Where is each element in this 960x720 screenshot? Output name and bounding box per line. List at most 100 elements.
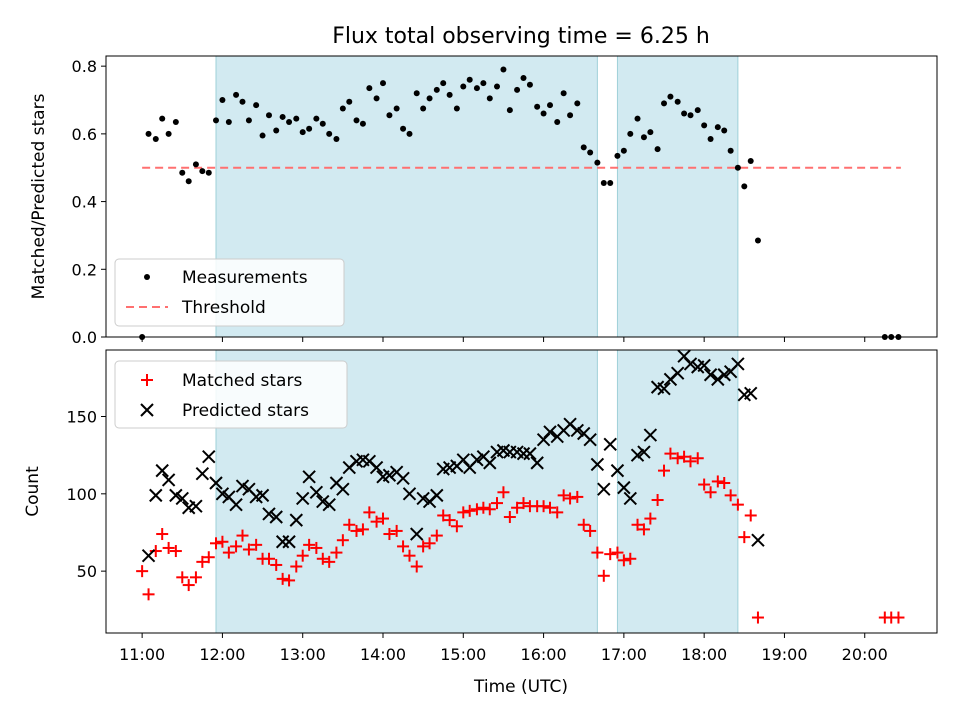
cross-stroke <box>744 386 758 401</box>
measurement-point <box>514 86 521 93</box>
measurement-point <box>727 147 734 154</box>
cross-stroke <box>302 470 316 484</box>
matched-star-point <box>718 476 731 489</box>
matched-star-point <box>430 529 443 542</box>
matched-star-point <box>463 504 476 517</box>
measurement-point <box>574 100 581 107</box>
matched-star-point <box>591 546 604 559</box>
matched-star-point <box>417 540 430 553</box>
cross-stroke <box>483 456 497 470</box>
cross-stroke <box>329 476 344 490</box>
predicted-star-point <box>296 491 310 506</box>
matched-star-point <box>403 549 416 562</box>
predicted-star-point <box>149 488 163 503</box>
predicted-star-point <box>282 535 296 549</box>
matched-star-point <box>356 523 369 536</box>
predicted-star-point <box>630 448 645 462</box>
measurement-point <box>560 90 567 97</box>
measurement-point <box>366 85 373 92</box>
matched-star-point <box>470 503 483 516</box>
y-tick-label: 50 <box>77 562 97 581</box>
matched-star-point <box>363 506 376 519</box>
matched-star-point <box>664 447 677 460</box>
matched-star-point <box>423 537 436 550</box>
predicted-star-point <box>470 453 484 467</box>
measurement-point <box>265 112 272 119</box>
legend-label-threshold: Threshold <box>181 298 266 318</box>
cross-stroke <box>516 446 531 461</box>
bottom-panel: 50 100 150 11:00 12:00 13:00 14:00 15:00 16:00 17… <box>23 349 938 664</box>
matched-star-point <box>303 538 316 551</box>
measurement-point <box>480 80 487 87</box>
cross-stroke <box>309 485 324 499</box>
measurement-point <box>433 86 440 93</box>
matched-star-point <box>443 514 456 527</box>
bottom-legend: Matched stars Predicted stars <box>114 360 348 429</box>
matched-star-point <box>222 546 235 559</box>
measurement-point <box>747 157 754 164</box>
x-tick-label: 11:00 <box>119 645 165 664</box>
cross-stroke <box>650 380 665 394</box>
matched-star-point <box>731 498 744 511</box>
measurement-point <box>446 91 453 98</box>
measurement-point <box>500 66 507 73</box>
predicted-star-point <box>262 507 276 521</box>
predicted-star-point <box>209 476 223 490</box>
matched-star-point <box>323 555 336 568</box>
matched-star-point <box>651 494 664 507</box>
predicted-star-point <box>141 548 156 563</box>
measurement-point <box>647 129 654 136</box>
matched-star-point <box>437 509 450 522</box>
cross-stroke <box>235 479 250 493</box>
x-tick-label: 18:00 <box>681 645 727 664</box>
matched-star-point <box>691 452 704 465</box>
matched-star-point <box>611 546 624 559</box>
predicted-star-point <box>623 491 637 506</box>
predicted-star-point <box>316 494 330 509</box>
predicted-star-point <box>543 425 557 439</box>
measurement-point <box>587 149 594 156</box>
cross-stroke <box>369 460 384 475</box>
x-tick-label: 17:00 <box>601 645 647 664</box>
matched-star-point <box>250 538 263 551</box>
measurement-point <box>734 164 741 171</box>
cross-stroke <box>269 510 283 524</box>
cross-stroke <box>195 467 210 481</box>
predicted-star-point <box>523 446 537 461</box>
predicted-star-point <box>597 482 611 496</box>
predicted-star-point <box>189 499 203 513</box>
matched-star-point <box>242 543 255 556</box>
predicted-star-point <box>583 432 597 447</box>
measurement-point <box>634 115 641 122</box>
measurement-point <box>614 152 621 159</box>
matched-star-point <box>196 555 209 568</box>
measurement-point <box>701 122 708 129</box>
matched-star-point <box>169 545 182 558</box>
cross-stroke <box>149 488 163 503</box>
predicted-star-point <box>744 386 758 401</box>
measurement-point <box>219 97 226 104</box>
measurement-point <box>413 90 420 97</box>
matched-star-point <box>477 501 490 514</box>
predicted-star-point <box>731 357 745 371</box>
measurement-point <box>453 105 460 112</box>
top-panel: 0.0 0.2 0.4 0.6 0.8 Matched/Predicted stars Me… <box>29 55 938 347</box>
predicted-star-point <box>161 473 176 487</box>
predicted-star-point <box>570 423 585 438</box>
y-tick-label: 100 <box>66 485 97 504</box>
measurement-point <box>165 130 172 137</box>
cross-stroke <box>563 417 577 431</box>
predicted-star-point <box>309 485 324 499</box>
predicted-star-point <box>382 468 397 482</box>
predicted-star-point <box>670 366 685 380</box>
measurement-point <box>640 134 647 141</box>
cross-stroke <box>597 482 611 496</box>
x-axis-label: Time (UTC) <box>473 677 568 697</box>
cross-stroke <box>189 499 203 513</box>
matched-star-point <box>684 455 697 468</box>
cross-stroke <box>141 548 156 563</box>
measurement-point <box>594 159 601 166</box>
measurement-point <box>380 80 386 87</box>
cross-stroke <box>389 465 404 479</box>
